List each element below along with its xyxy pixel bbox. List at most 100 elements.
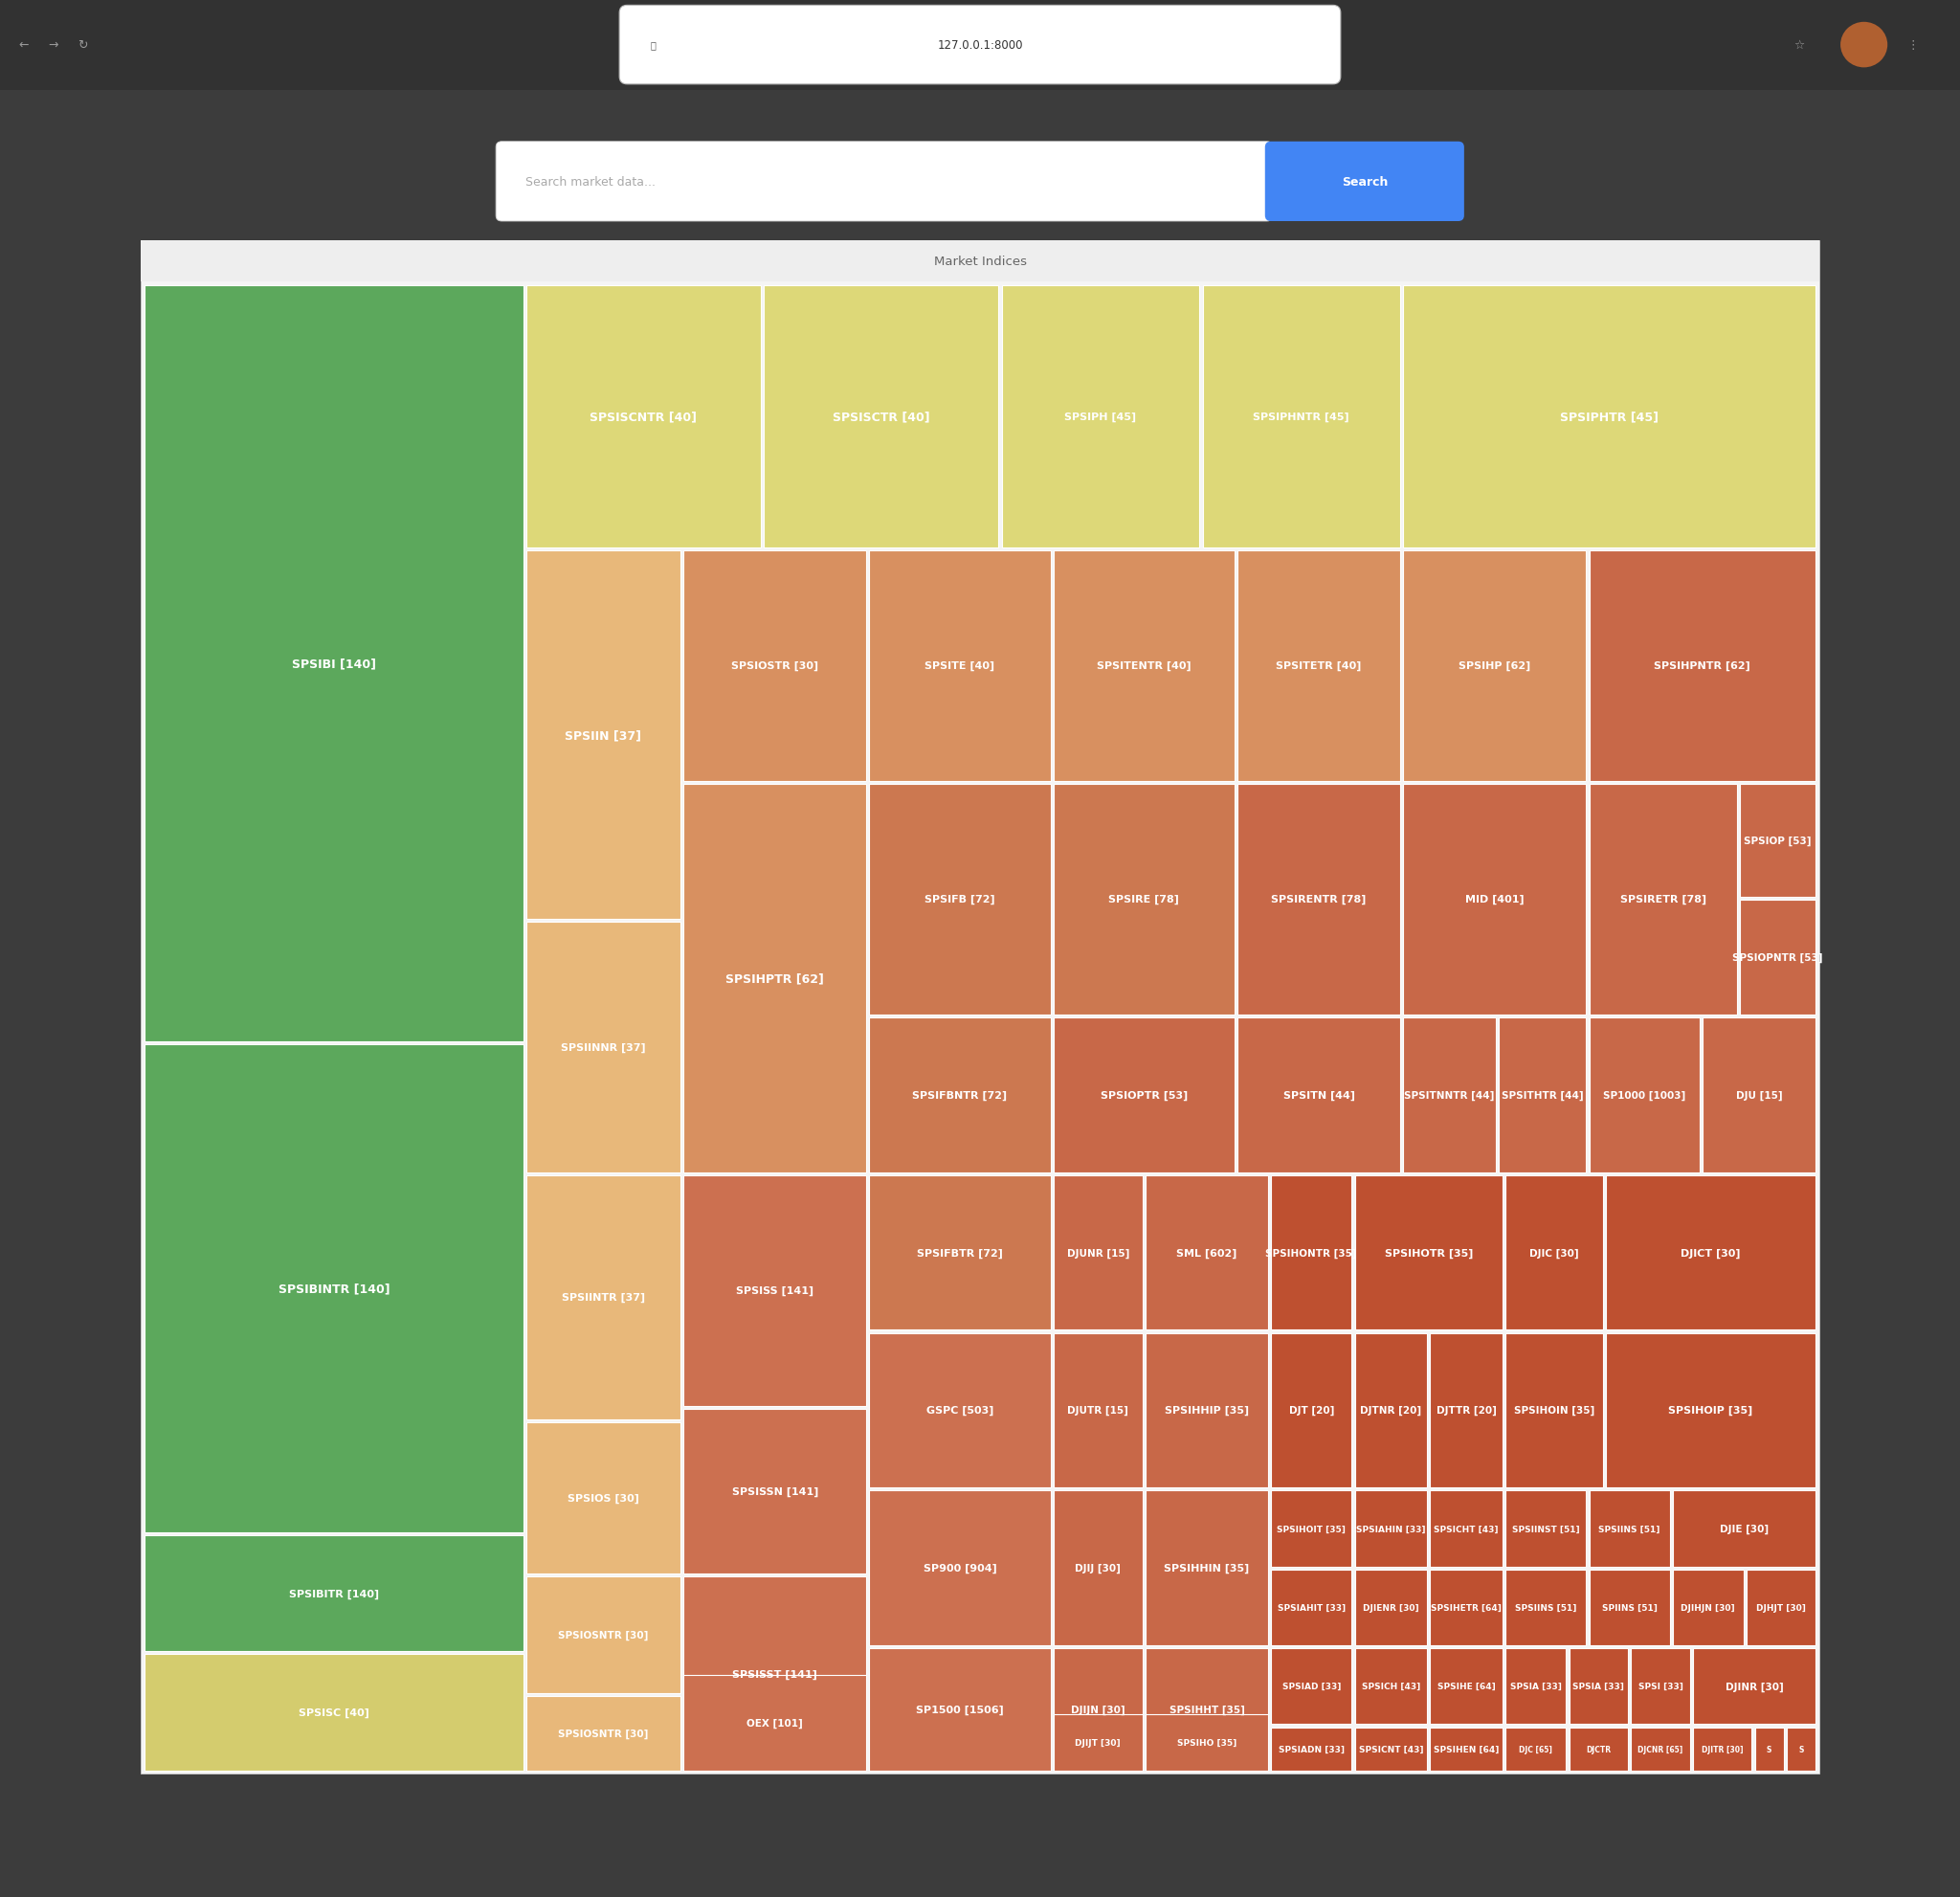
Bar xyxy=(1237,550,1399,782)
Text: S: S xyxy=(1766,1745,1772,1753)
Text: DJTNR [20]: DJTNR [20] xyxy=(1360,1406,1421,1415)
Bar xyxy=(1054,1334,1143,1487)
Text: SPSIOSNTR [30]: SPSIOSNTR [30] xyxy=(559,1630,649,1639)
Bar xyxy=(1403,286,1815,548)
Text: SPSIINTR [37]: SPSIINTR [37] xyxy=(563,1292,645,1301)
Text: SPSIADN [33]: SPSIADN [33] xyxy=(1278,1745,1345,1753)
Bar xyxy=(1354,1569,1427,1645)
Bar xyxy=(145,1535,523,1650)
Text: SPSIHHT [35]: SPSIHHT [35] xyxy=(1168,1704,1245,1715)
Text: DJIJT [30]: DJIJT [30] xyxy=(1076,1738,1121,1747)
Bar xyxy=(1431,1334,1503,1487)
Text: SP1000 [1003]: SP1000 [1003] xyxy=(1603,1091,1686,1100)
Text: Market Indices: Market Indices xyxy=(933,256,1027,267)
Bar xyxy=(1002,286,1200,548)
Bar xyxy=(1605,1334,1815,1487)
Text: Search: Search xyxy=(1341,176,1388,188)
Text: ⋮: ⋮ xyxy=(1907,40,1919,51)
Bar xyxy=(684,1675,866,1770)
Text: SPSIHEN [64]: SPSIHEN [64] xyxy=(1433,1745,1499,1753)
Text: SPSIHONTR [35]: SPSIHONTR [35] xyxy=(1266,1248,1356,1258)
Text: SPSIHO [35]: SPSIHO [35] xyxy=(1178,1738,1237,1747)
Text: SPSIHE [64]: SPSIHE [64] xyxy=(1437,1683,1495,1690)
Text: SPSIFB [72]: SPSIFB [72] xyxy=(925,895,996,905)
Bar xyxy=(1354,1176,1503,1330)
Text: SP900 [904]: SP900 [904] xyxy=(923,1563,996,1573)
Text: SPSIOSNTR [30]: SPSIOSNTR [30] xyxy=(559,1728,649,1738)
Text: SPSIOP [53]: SPSIOP [53] xyxy=(1744,837,1811,846)
Bar xyxy=(684,783,866,1172)
Bar xyxy=(1054,1713,1143,1770)
Bar xyxy=(870,1176,1051,1330)
Text: DJITR [30]: DJITR [30] xyxy=(1701,1745,1742,1753)
Bar xyxy=(870,1019,1051,1172)
Text: SPSIOSTR [30]: SPSIOSTR [30] xyxy=(731,662,819,672)
Bar xyxy=(1145,1713,1268,1770)
Text: SP1500 [1506]: SP1500 [1506] xyxy=(915,1704,1004,1715)
Text: SPSIFBTR [72]: SPSIFBTR [72] xyxy=(917,1248,1004,1258)
Bar xyxy=(1590,550,1815,782)
Bar xyxy=(870,1334,1051,1487)
Bar xyxy=(764,286,998,548)
Text: DJIHJN [30]: DJIHJN [30] xyxy=(1682,1603,1735,1612)
Text: SPSIRENTR [78]: SPSIRENTR [78] xyxy=(1272,895,1366,905)
FancyBboxPatch shape xyxy=(1264,142,1464,222)
Bar xyxy=(1354,1648,1427,1724)
Text: ↻: ↻ xyxy=(76,40,88,51)
Bar xyxy=(684,1576,866,1770)
Text: SPSISST [141]: SPSISST [141] xyxy=(733,1669,817,1679)
Text: SPSIHOIP [35]: SPSIHOIP [35] xyxy=(1668,1406,1752,1415)
Bar xyxy=(1054,1648,1143,1770)
Text: SPSIHOIN [35]: SPSIHOIN [35] xyxy=(1513,1406,1593,1415)
Text: SPSIPHTR [45]: SPSIPHTR [45] xyxy=(1560,410,1658,423)
Bar xyxy=(527,1423,680,1575)
Bar xyxy=(870,550,1051,782)
Bar xyxy=(1054,1019,1235,1172)
Bar xyxy=(1631,1648,1690,1724)
Bar xyxy=(1272,1648,1352,1724)
Bar xyxy=(1354,1334,1427,1487)
Text: SPSIAHIT [33]: SPSIAHIT [33] xyxy=(1278,1603,1345,1612)
Bar xyxy=(1693,1648,1815,1724)
Text: SPSIRE [78]: SPSIRE [78] xyxy=(1109,895,1180,905)
Text: SPSIIN [37]: SPSIIN [37] xyxy=(564,728,641,742)
Bar xyxy=(1272,1176,1352,1330)
Bar xyxy=(145,1654,523,1770)
Text: DJIE [30]: DJIE [30] xyxy=(1719,1523,1768,1533)
Text: SPSICHT [43]: SPSICHT [43] xyxy=(1435,1525,1499,1533)
Text: SPSIBITR [140]: SPSIBITR [140] xyxy=(288,1588,378,1599)
Text: SPSIHHIN [35]: SPSIHHIN [35] xyxy=(1164,1563,1250,1573)
Bar xyxy=(1403,783,1586,1015)
Bar xyxy=(1403,1019,1495,1172)
Text: SPSIOPNTR [53]: SPSIOPNTR [53] xyxy=(1733,952,1823,962)
Bar xyxy=(1237,1019,1399,1172)
Text: SPSIHHIP [35]: SPSIHHIP [35] xyxy=(1164,1406,1249,1415)
Bar xyxy=(870,783,1051,1015)
Text: ←: ← xyxy=(18,40,29,51)
Bar xyxy=(1693,1726,1752,1770)
Text: DJCTR: DJCTR xyxy=(1586,1745,1611,1753)
Text: SPSICH [43]: SPSICH [43] xyxy=(1362,1683,1421,1690)
Bar xyxy=(1354,1491,1427,1567)
Bar xyxy=(1272,1491,1352,1567)
Bar xyxy=(1746,1569,1815,1645)
Bar xyxy=(684,1176,866,1406)
Text: DJUNR [15]: DJUNR [15] xyxy=(1066,1248,1129,1258)
Bar xyxy=(1631,1726,1690,1770)
Bar xyxy=(141,241,1819,1774)
Bar xyxy=(1431,1726,1503,1770)
FancyBboxPatch shape xyxy=(496,142,1272,222)
Bar xyxy=(141,241,1819,283)
Text: DJU [15]: DJU [15] xyxy=(1737,1091,1782,1100)
Text: SPIINS [51]: SPIINS [51] xyxy=(1601,1603,1656,1612)
Bar xyxy=(1570,1648,1629,1724)
Text: SPSIRETR [78]: SPSIRETR [78] xyxy=(1619,895,1705,905)
Text: SPSIHPTR [62]: SPSIHPTR [62] xyxy=(725,971,825,985)
Text: ☆: ☆ xyxy=(1793,40,1805,51)
Text: DJIJN [30]: DJIJN [30] xyxy=(1070,1704,1125,1715)
Bar xyxy=(1431,1491,1503,1567)
Bar xyxy=(1674,1491,1815,1567)
Bar xyxy=(1740,783,1815,897)
Bar xyxy=(527,286,760,548)
Text: GSPC [503]: GSPC [503] xyxy=(927,1406,994,1415)
